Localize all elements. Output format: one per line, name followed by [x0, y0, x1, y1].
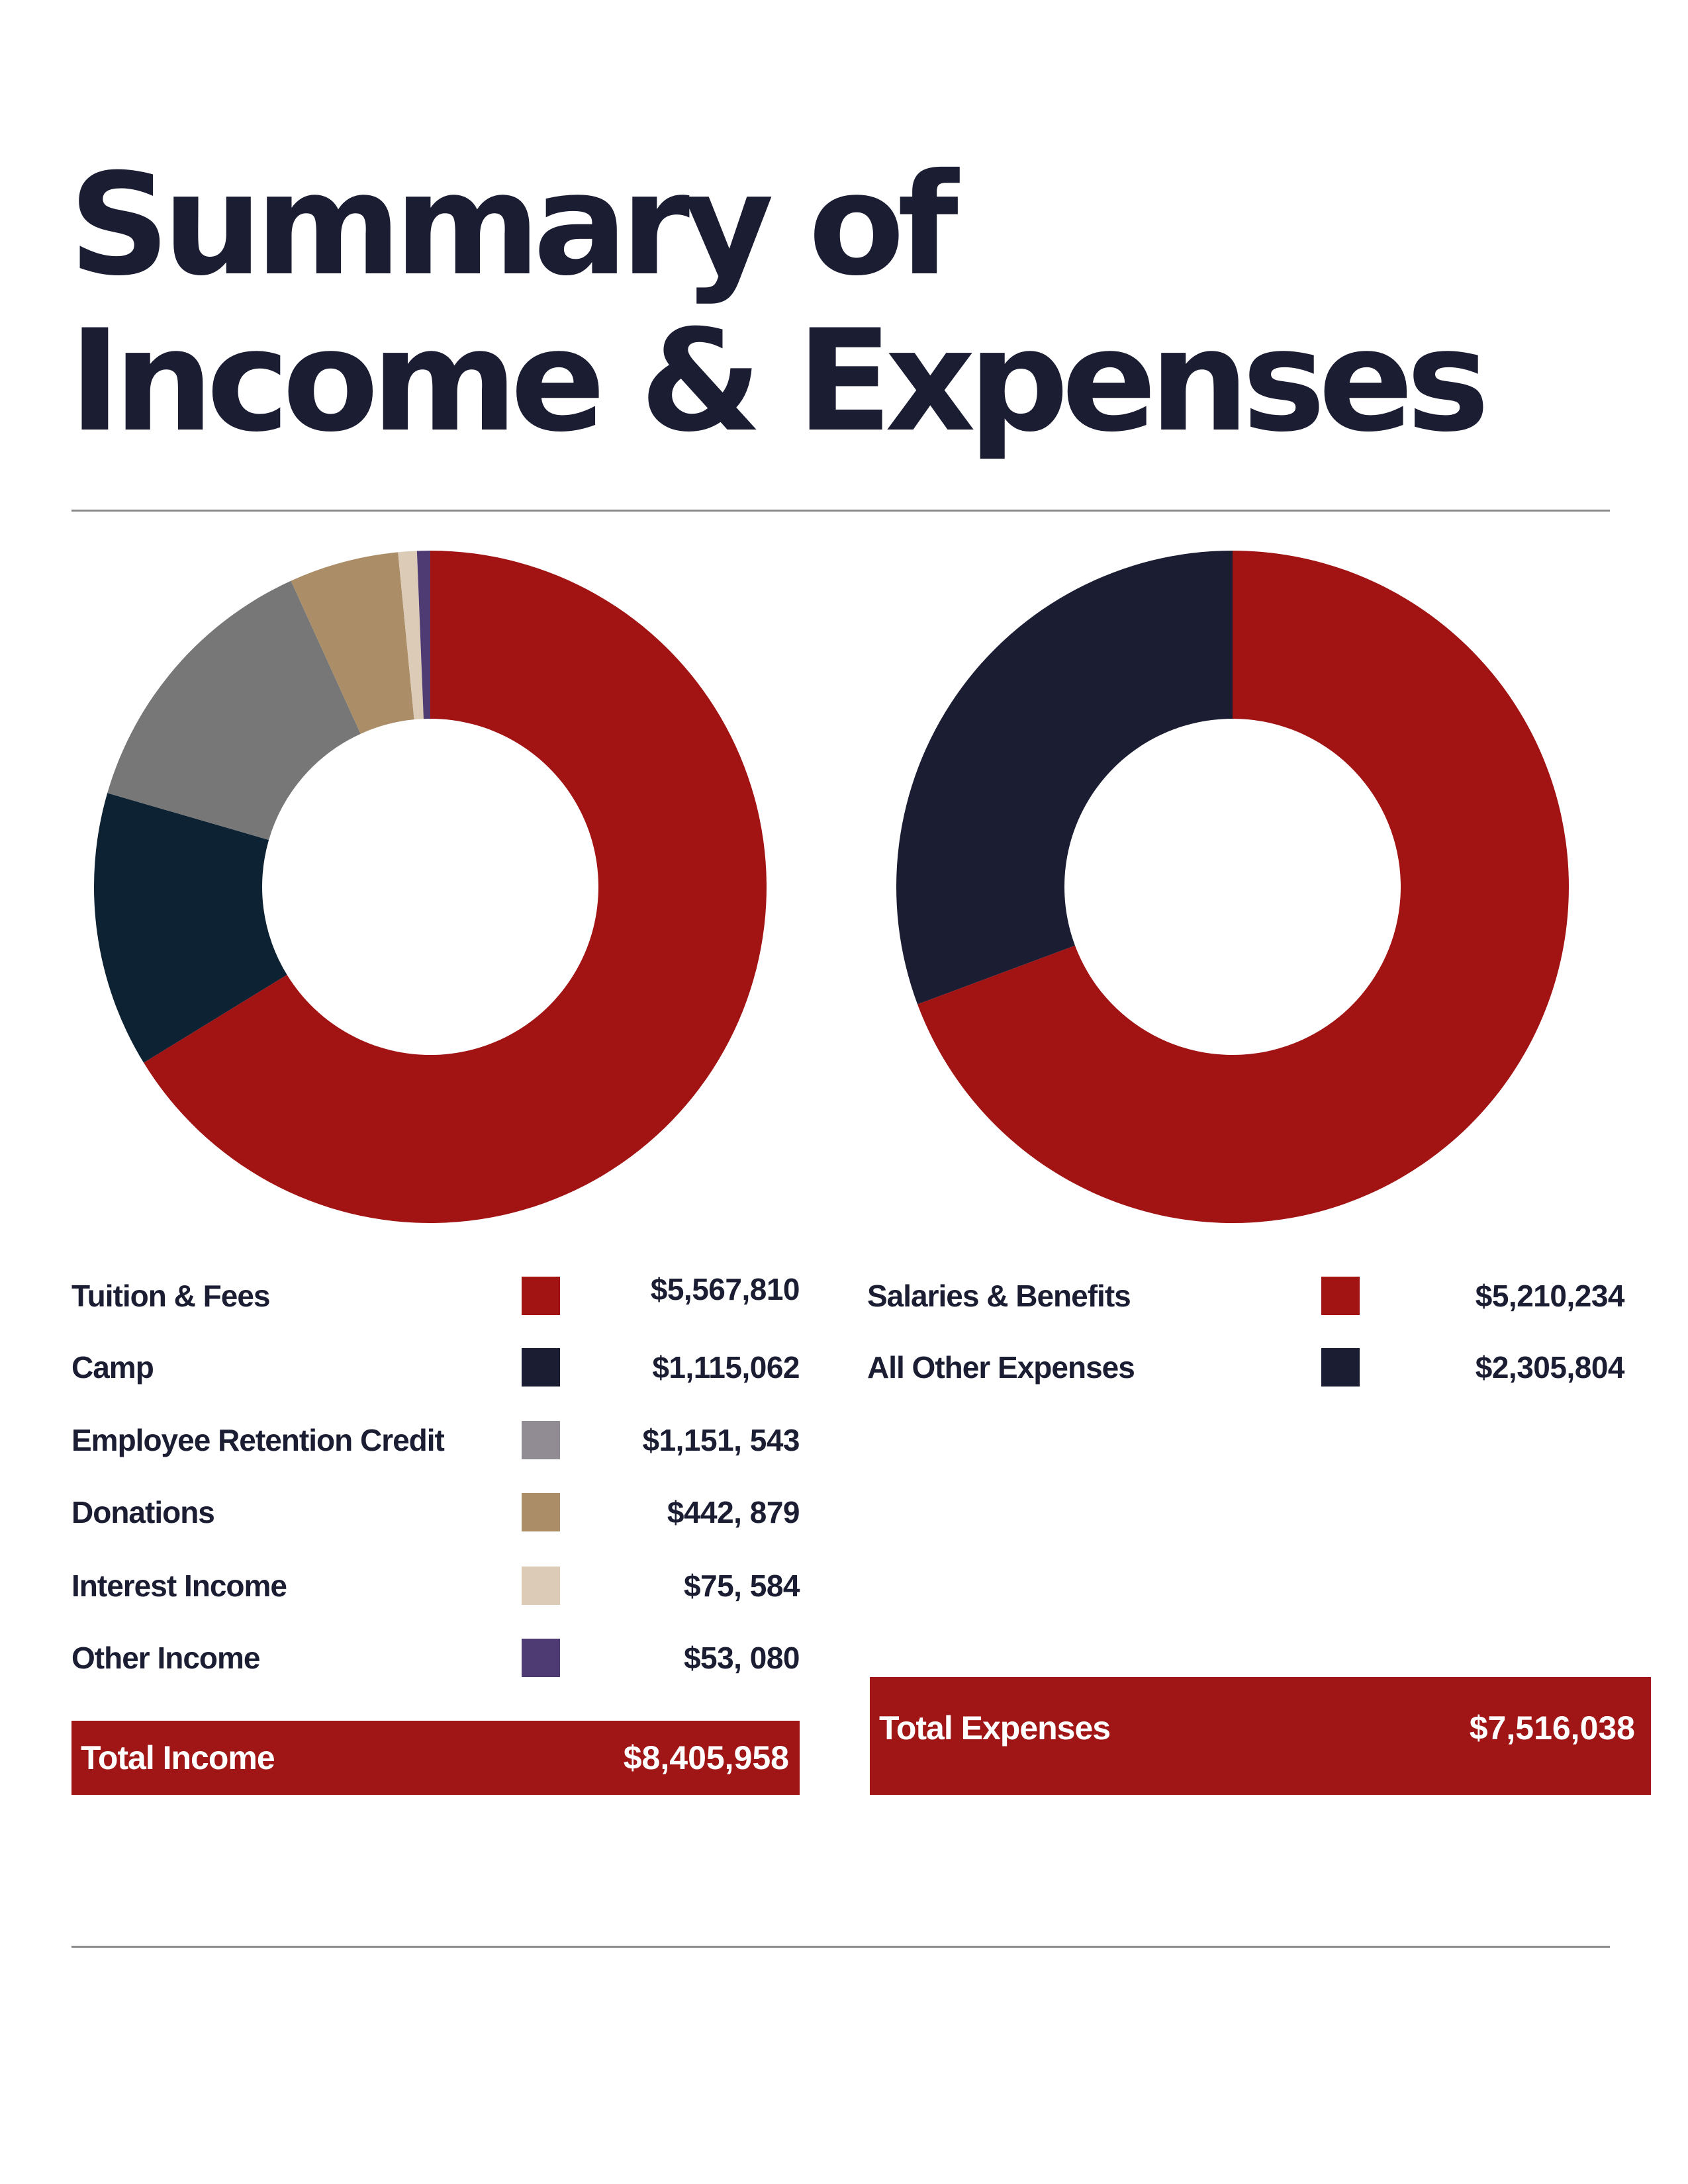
legend-row-camp: Camp $1,115,062	[71, 1344, 800, 1390]
legend-row-interest-income: Interest Income $75, 584	[71, 1563, 800, 1609]
legend-swatch	[1321, 1277, 1360, 1315]
legend-label: All Other Expenses	[867, 1350, 1135, 1385]
total-expenses-bar: Total Expenses $7,516,038	[870, 1677, 1651, 1795]
legend-value: $75, 584	[683, 1569, 800, 1603]
slice-tuition-fees	[144, 551, 767, 1223]
legend-row-all-other-expenses: All Other Expenses $2,305,804	[867, 1344, 1625, 1390]
legend-value: $5,210,234	[1475, 1279, 1625, 1313]
top-divider	[71, 510, 1610, 512]
slice-donations	[291, 552, 414, 734]
legend-label: Tuition & Fees	[71, 1279, 270, 1313]
legend-value: $2,305,804	[1475, 1350, 1625, 1385]
legend-value: $5,567,810	[650, 1272, 800, 1306]
expenses-donut-chart	[896, 551, 1569, 1223]
legend-label: Donations	[71, 1495, 215, 1529]
legend-swatch	[1321, 1348, 1360, 1387]
legend-row-other-income: Other Income $53, 080	[71, 1635, 800, 1681]
legend-swatch	[522, 1639, 560, 1677]
legend-swatch	[522, 1567, 560, 1605]
total-expenses-label: Total Expenses	[879, 1709, 1111, 1747]
legend-swatch	[522, 1348, 560, 1387]
total-income-label: Total Income	[81, 1739, 275, 1776]
income-donut-chart	[94, 551, 767, 1223]
slice-all-other-expenses	[896, 551, 1233, 1005]
slice-interest-income	[398, 551, 424, 720]
legend-swatch	[522, 1493, 560, 1531]
title-line-2: Income & Expenses	[69, 299, 1489, 463]
slice-camp	[94, 793, 287, 1063]
slice-salaries-benefits	[917, 551, 1569, 1223]
legend-value: $1,115,062	[652, 1350, 800, 1385]
legend-label: Interest Income	[71, 1569, 287, 1603]
total-income-bar: Total Income $8,405,958	[71, 1721, 800, 1795]
legend-swatch	[522, 1421, 560, 1459]
legend-label: Employee Retention Credit	[71, 1423, 445, 1457]
legend-label: Salaries & Benefits	[867, 1279, 1131, 1313]
legend-value: $53, 080	[683, 1641, 800, 1675]
title-line-1: Summary of	[69, 143, 959, 306]
slice-employee-retention-credit	[107, 580, 361, 841]
legend-row-salaries-benefits: Salaries & Benefits $5,210,234	[867, 1273, 1625, 1319]
slice-other-income	[416, 551, 430, 719]
legend-swatch	[522, 1277, 560, 1315]
legend-row-donations: Donations $442, 879	[71, 1489, 800, 1535]
legend-label: Camp	[71, 1350, 154, 1385]
legend-label: Other Income	[71, 1641, 261, 1675]
legend-value: $1,151, 543	[642, 1423, 800, 1457]
legend-value: $442, 879	[667, 1495, 800, 1529]
legend-row-employee-retention-credit: Employee Retention Credit $1,151, 543	[71, 1417, 800, 1463]
total-income-value: $8,405,958	[623, 1739, 789, 1776]
page-title: Summary of Income & Expenses	[69, 143, 1489, 463]
bottom-divider	[71, 1946, 1610, 1948]
total-expenses-value: $7,516,038	[1469, 1709, 1635, 1747]
legend-row-tuition-fees: Tuition & Fees $5,567,810	[71, 1272, 800, 1319]
